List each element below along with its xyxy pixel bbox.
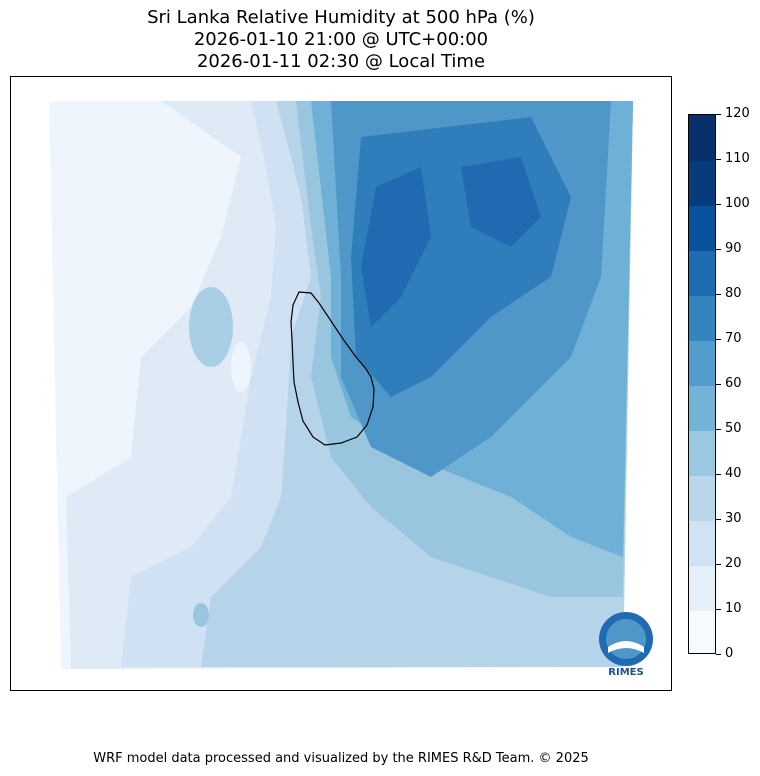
colorbar-segment <box>689 295 715 341</box>
colorbar-segment <box>689 340 715 386</box>
colorbar-tick-label: 70 <box>725 331 742 346</box>
colorbar-tick-label: 100 <box>725 196 750 211</box>
humidity-map <box>49 101 633 669</box>
colorbar <box>688 114 716 654</box>
colorbar-tick <box>716 428 721 430</box>
colorbar-tick-label: 120 <box>725 106 750 121</box>
colorbar-segment <box>689 475 715 521</box>
colorbar-tick-label: 110 <box>725 151 750 166</box>
colorbar-segment <box>689 160 715 206</box>
rimes-logo-icon: RIMES <box>599 612 653 678</box>
colorbar-tick-label: 80 <box>725 286 742 301</box>
colorbar-segment <box>689 205 715 251</box>
colorbar-segment <box>689 430 715 476</box>
chart-title-line2: 2026-01-10 21:00 @ UTC+00:00 <box>193 29 489 50</box>
contour-80-90-a <box>361 167 431 327</box>
colorbar-tick-label: 50 <box>725 421 742 436</box>
colorbar-tick-label: 30 <box>725 511 742 526</box>
colorbar-tick <box>716 203 721 205</box>
contour-80-90-b <box>461 157 541 247</box>
patch-west-2 <box>231 342 251 392</box>
colorbar-tick-label: 60 <box>725 376 742 391</box>
colorbar-tick <box>716 338 721 340</box>
colorbar-tick-label: 40 <box>725 466 742 481</box>
colorbar-tick <box>716 383 721 385</box>
colorbar-tick <box>716 563 721 565</box>
colorbar-tick <box>716 293 721 295</box>
map-frame <box>10 76 672 691</box>
footer-credit: WRF model data processed and visualized … <box>93 751 589 766</box>
logo-text: RIMES <box>608 667 643 678</box>
patch-south-1 <box>193 603 209 627</box>
colorbar-tick <box>716 518 721 520</box>
colorbar-tick-label: 10 <box>725 601 742 616</box>
colorbar-tick <box>716 158 721 160</box>
colorbar-tick-label: 90 <box>725 241 742 256</box>
chart-title-line3: 2026-01-11 02:30 @ Local Time <box>196 51 486 72</box>
colorbar-tick <box>716 248 721 250</box>
patch-west-1 <box>189 287 233 367</box>
colorbar-tick <box>716 608 721 610</box>
colorbar-tick-label: 20 <box>725 556 742 571</box>
colorbar-segment <box>689 115 715 161</box>
colorbar-tick <box>716 653 721 655</box>
chart-title-line1: Sri Lanka Relative Humidity at 500 hPa (… <box>147 7 535 28</box>
colorbar-tick <box>716 473 721 475</box>
colorbar-segment <box>689 610 715 653</box>
sri-lanka-coastline <box>290 291 375 446</box>
colorbar-segment <box>689 385 715 431</box>
colorbar-segment <box>689 520 715 566</box>
colorbar-tick-label: 0 <box>725 646 734 661</box>
colorbar-tick <box>716 113 721 115</box>
colorbar-segment <box>689 250 715 296</box>
colorbar-segment <box>689 565 715 611</box>
